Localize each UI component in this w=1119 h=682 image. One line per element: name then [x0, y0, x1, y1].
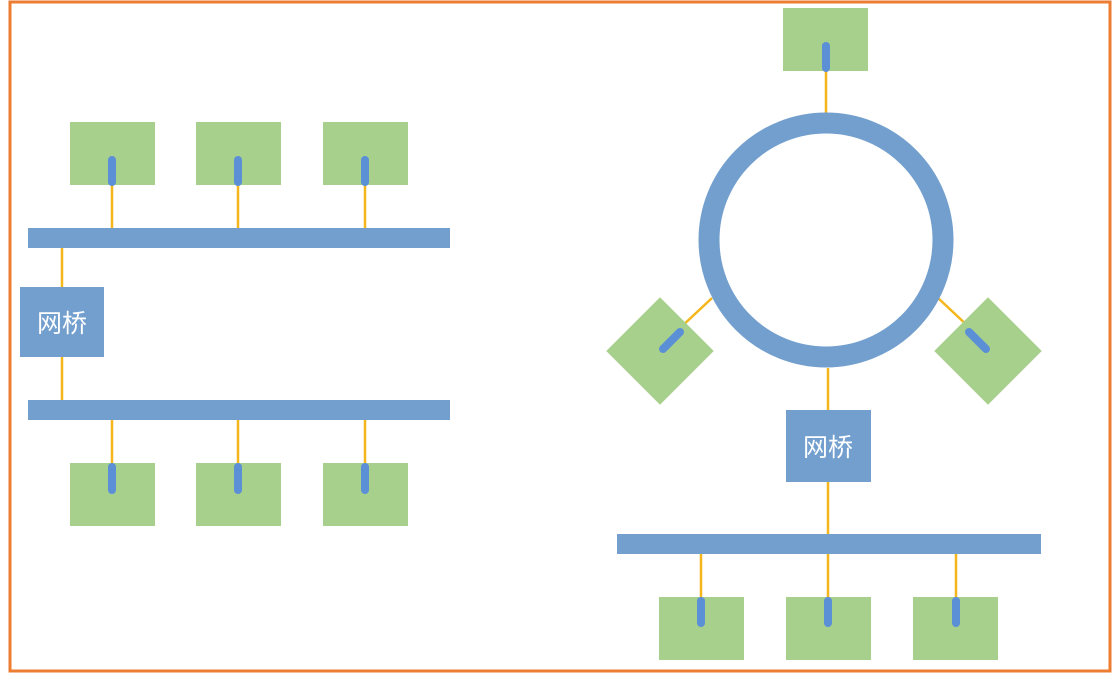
right-lower-bus — [617, 534, 1041, 554]
right-bridge[interactable]: 网桥 — [786, 410, 871, 482]
node-connectors — [108, 463, 369, 494]
right-bridge-box — [786, 410, 871, 482]
right-lower-wires — [699, 554, 958, 598]
left-lower-bus — [28, 400, 450, 420]
right-bridge-label: 网桥 — [803, 433, 853, 462]
left-upper-wires — [110, 183, 367, 228]
node-connector — [659, 328, 684, 353]
left-network: 网桥 — [20, 122, 450, 526]
left-bridge-label: 网桥 — [37, 309, 87, 338]
node-connectors — [697, 597, 960, 627]
node-connector — [965, 328, 990, 353]
right-network: 网桥 — [606, 8, 1042, 660]
left-upper-bus — [28, 228, 450, 248]
ring-network — [698, 112, 954, 368]
node-connectors — [108, 156, 369, 186]
diagram-frame — [8, 0, 1112, 673]
left-lower-wires — [110, 420, 367, 465]
left-bridge[interactable]: 网桥 — [20, 287, 104, 357]
left-bridge-box — [20, 287, 104, 357]
